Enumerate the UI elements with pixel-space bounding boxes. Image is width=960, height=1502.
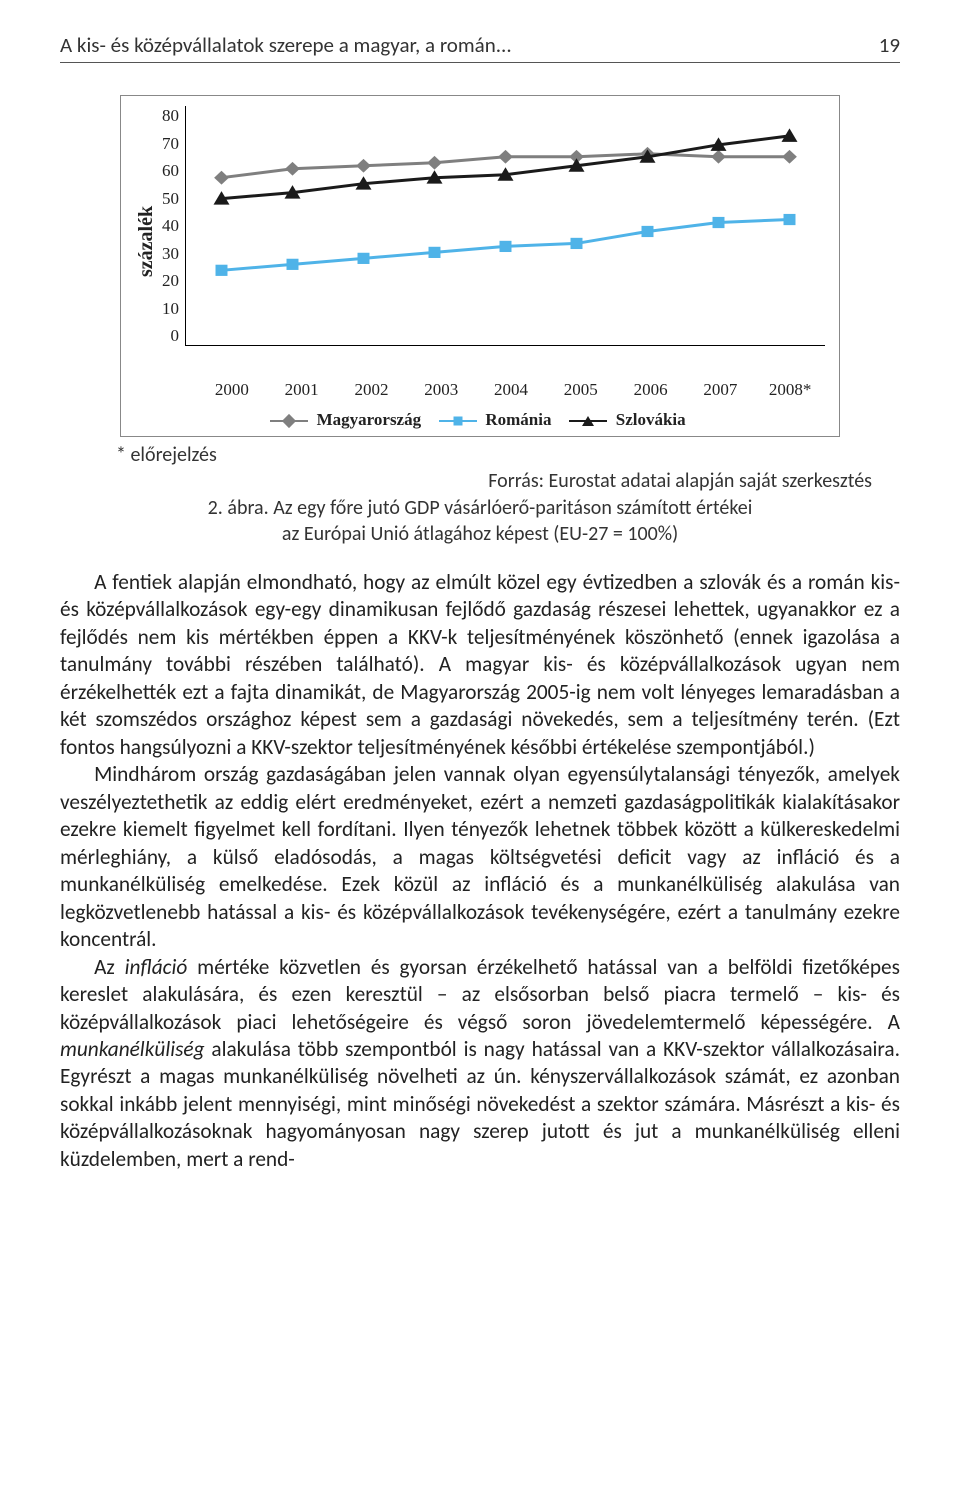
- plot-area: [185, 106, 825, 346]
- chart-footnote: * előrejelzés: [116, 443, 900, 467]
- legend-item-romania: Románia: [439, 410, 551, 430]
- running-title: A kis- és középvállalatok szerepe a magy…: [60, 32, 512, 58]
- legend-item-slovakia: Szlovákia: [569, 410, 685, 430]
- running-header: A kis- és középvállalatok szerepe a magy…: [60, 32, 900, 63]
- italic-unemployment: munkanélküliség: [60, 1036, 205, 1062]
- y-axis-label: százalék: [131, 106, 162, 376]
- italic-inflation: infláció: [125, 954, 188, 980]
- chart-legend: Magyarország Románia Szlovákia: [131, 410, 825, 430]
- legend-item-hungary: Magyarország: [270, 410, 421, 430]
- x-axis-ticks: 200020012002200320042005200620072008*: [197, 380, 825, 400]
- paragraph-3: Az infláció mértéke közvetlen és gyorsan…: [60, 954, 900, 1174]
- chart-source: Forrás: Eurostat adatai alapján saját sz…: [60, 469, 872, 493]
- paragraph-2: Mindhárom ország gazdaságában jelen vann…: [60, 761, 900, 953]
- body-text: A fentiek alapján elmondható, hogy az el…: [60, 569, 900, 1173]
- y-axis-ticks: 80706050403020100: [162, 106, 185, 346]
- paragraph-1: A fentiek alapján elmondható, hogy az el…: [60, 569, 900, 761]
- page-number: 19: [879, 32, 900, 58]
- figure-caption-block: * előrejelzés Forrás: Eurostat adatai al…: [60, 443, 900, 547]
- figure-caption: 2. ábra. Az egy főre jutó GDP vásárlóerő…: [60, 495, 900, 547]
- gdp-chart: százalék 80706050403020100 2000200120022…: [120, 95, 840, 437]
